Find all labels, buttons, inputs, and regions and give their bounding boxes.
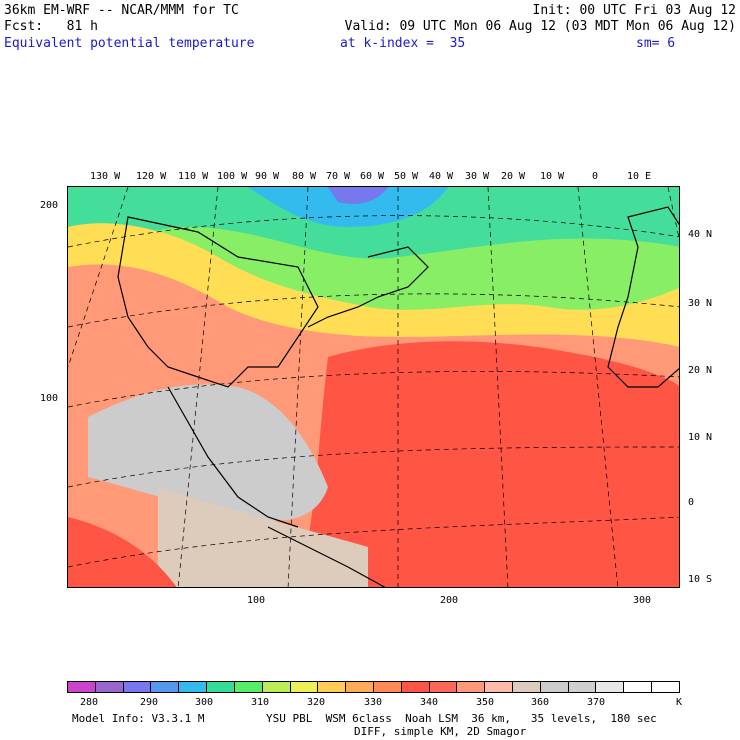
colorbar-swatch: [262, 682, 291, 692]
lat-label: 0: [688, 497, 695, 508]
colorbar-swatch: [207, 682, 235, 692]
lon-label: 50 W: [394, 171, 419, 182]
model-info: Model Info: V3.3.1 M: [72, 712, 205, 725]
valid-time: Valid: 09 UTC Mon 06 Aug 12 (03 MDT Mon …: [344, 19, 736, 34]
lon-label: 120 W: [136, 171, 167, 182]
field-name: Equivalent potential temperature: [4, 36, 255, 51]
lon-label: 130 W: [90, 171, 121, 182]
colorbar-label: 310: [251, 697, 270, 708]
colorbar-unit: K: [676, 697, 683, 708]
lon-label: 0: [592, 171, 599, 182]
colorbar-swatch: [95, 682, 124, 692]
lon-label: 10 E: [627, 171, 652, 182]
colorbar-label: 330: [364, 697, 383, 708]
colorbar-swatch: [346, 682, 374, 692]
colorbar-swatch: [457, 682, 486, 692]
colorbar-swatch: [68, 682, 96, 692]
grid-y-label: 200: [40, 200, 59, 211]
lon-label: 110 W: [178, 171, 209, 182]
lon-label: 40 W: [429, 171, 454, 182]
colorbar-swatch: [151, 682, 180, 692]
colorbar: [67, 681, 680, 693]
grid-x-label: 300: [633, 595, 652, 606]
lon-label: 70 W: [326, 171, 351, 182]
colorbar-label: 320: [307, 697, 326, 708]
colorbar-swatch: [540, 682, 569, 692]
lat-label: 10 S: [688, 574, 713, 585]
lon-label: 10 W: [540, 171, 565, 182]
colorbar-label: 350: [476, 697, 495, 708]
colorbar-swatch: [652, 682, 679, 692]
lon-label: 90 W: [255, 171, 280, 182]
colorbar-swatch: [429, 682, 458, 692]
map-graphic: [68, 187, 679, 587]
colorbar-label: 340: [420, 697, 439, 708]
colorbar-swatch: [568, 682, 597, 692]
init-time: Init: 00 UTC Fri 03 Aug 12: [532, 3, 737, 18]
grid-x-label: 200: [440, 595, 459, 606]
colorbar-label: 300: [195, 697, 214, 708]
colorbar-swatch: [485, 682, 513, 692]
diffusion-info: DIFF, simple KM, 2D Smagor: [354, 725, 527, 738]
colorbar-label: 280: [80, 697, 99, 708]
grid-x-label: 100: [247, 595, 266, 606]
colorbar-label: 290: [140, 697, 159, 708]
lon-label: 60 W: [360, 171, 385, 182]
theta-e-map: [67, 186, 680, 588]
colorbar-swatch: [123, 682, 152, 692]
lon-label: 30 W: [465, 171, 490, 182]
colorbar-swatch: [401, 682, 430, 692]
colorbar-swatch: [290, 682, 319, 692]
lat-label: 20 N: [688, 365, 713, 376]
colorbar-swatch: [624, 682, 653, 692]
smoothing: sm= 6: [636, 36, 676, 51]
lon-label: 100 W: [217, 171, 248, 182]
colorbar-label: 370: [587, 697, 606, 708]
colorbar-swatch: [234, 682, 263, 692]
lat-label: 10 N: [688, 432, 713, 443]
lat-label: 30 N: [688, 298, 713, 309]
forecast-hour: Fcst: 81 h: [4, 19, 98, 34]
colorbar-swatch: [596, 682, 625, 692]
colorbar-swatch: [513, 682, 541, 692]
lat-label: 40 N: [688, 229, 713, 240]
colorbar-swatch: [179, 682, 208, 692]
model-title: 36km EM-WRF -- NCAR/MMM for TC: [4, 3, 239, 18]
colorbar-label: 360: [531, 697, 550, 708]
colorbar-swatch: [318, 682, 347, 692]
lon-label: 20 W: [501, 171, 526, 182]
colorbar-swatch: [373, 682, 402, 692]
lon-label: 80 W: [292, 171, 317, 182]
physics-info: YSU PBL WSM 6class Noah LSM 36 km, 35 le…: [266, 712, 657, 725]
grid-y-label: 100: [40, 393, 59, 404]
level-index: at k-index = 35: [340, 36, 466, 51]
